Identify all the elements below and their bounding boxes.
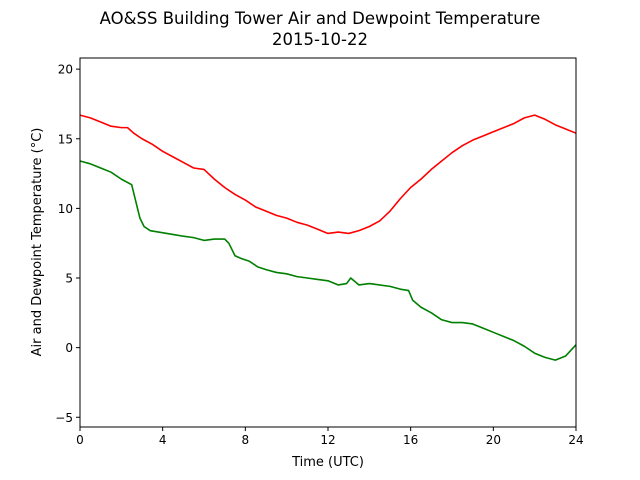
x-tick-label: 24 — [568, 433, 583, 447]
x-tick-label: 16 — [403, 433, 418, 447]
x-axis-ticks: 0 4 8 12 16 20 24 — [76, 427, 584, 447]
plot-area — [79, 114, 577, 361]
x-tick-label: 20 — [486, 433, 501, 447]
x-tick-label: 12 — [320, 433, 335, 447]
chart-title: AO&SS Building Tower Air and Dewpoint Te… — [100, 9, 541, 28]
x-axis-label: Time (UTC) — [291, 455, 364, 470]
plot-frame — [79, 57, 577, 428]
y-tick-label: 20 — [58, 63, 73, 77]
series-line-1 — [79, 160, 577, 361]
x-tick-label: 8 — [242, 433, 250, 447]
y-tick-label: 5 — [65, 272, 73, 286]
y-tick-label: 15 — [58, 132, 73, 146]
chart-subtitle: 2015-10-22 — [272, 30, 368, 49]
y-tick-label: −5 — [55, 411, 73, 425]
x-tick-label: 4 — [159, 433, 167, 447]
y-axis-label: Air and Dewpoint Temperature (°C) — [30, 128, 45, 357]
y-axis-ticks: −5 0 5 10 15 20 — [55, 63, 80, 425]
y-tick-label: 0 — [65, 341, 73, 355]
y-tick-label: 10 — [58, 202, 73, 216]
x-tick-label: 0 — [76, 433, 84, 447]
series-line-0 — [79, 114, 577, 235]
